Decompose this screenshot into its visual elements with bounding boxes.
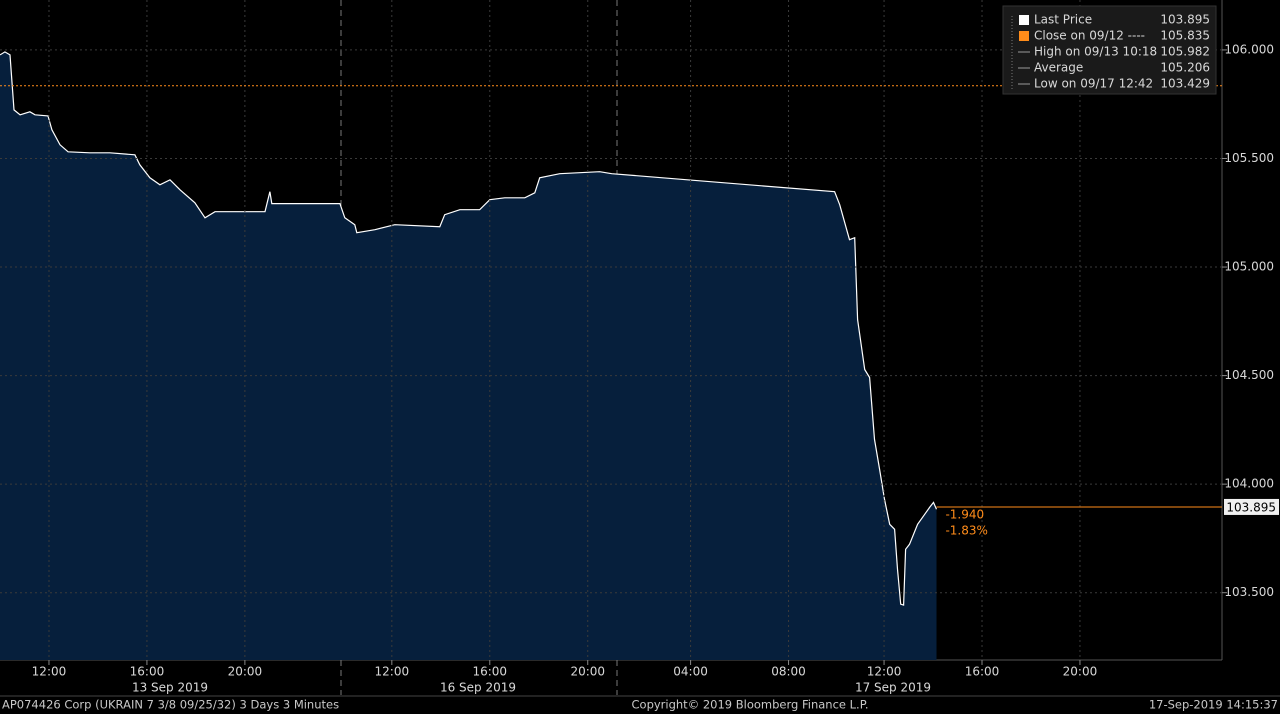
change-label: -1.940 (945, 507, 984, 521)
date-label: 16 Sep 2019 (440, 681, 516, 695)
legend-label: Close on 09/12 ---- (1034, 29, 1145, 43)
legend-value: 105.206 (1160, 61, 1210, 75)
x-tick-label: 12:00 (32, 665, 67, 679)
x-tick-label: 12:00 (375, 665, 410, 679)
legend-value: 103.429 (1160, 77, 1210, 91)
legend-label: High on 09/13 10:18 (1034, 45, 1157, 59)
y-tick-label: 104.000 (1224, 477, 1274, 491)
x-tick-label: 04:00 (673, 665, 708, 679)
last-price-label: 103.895 (1226, 500, 1276, 514)
x-tick-label: 20:00 (228, 665, 263, 679)
x-tick-label: 16:00 (130, 665, 165, 679)
legend-label: Average (1034, 61, 1083, 75)
x-tick-label: 20:00 (570, 665, 605, 679)
y-tick-label: 105.500 (1224, 151, 1274, 165)
change-pct-label: -1.83% (945, 523, 987, 537)
legend-value: 105.982 (1160, 45, 1210, 59)
x-tick-label: 16:00 (965, 665, 1000, 679)
legend-value: 105.835 (1160, 29, 1210, 43)
legend-label: Low on 09/17 12:42 (1034, 77, 1153, 91)
date-label: 13 Sep 2019 (132, 681, 208, 695)
x-tick-label: 16:00 (472, 665, 507, 679)
legend-swatch (1019, 31, 1029, 41)
x-tick-label: 08:00 (771, 665, 806, 679)
area (0, 51, 937, 660)
x-tick-label: 12:00 (867, 665, 902, 679)
legend-label: Last Price (1034, 13, 1092, 27)
y-tick-label: 105.000 (1224, 260, 1274, 274)
x-tick-label: 20:00 (1063, 665, 1098, 679)
footer-center: Copyright© 2019 Bloomberg Finance L.P. (632, 698, 869, 712)
date-label: 17 Sep 2019 (855, 681, 931, 695)
last-price-box (1224, 498, 1279, 515)
legend-box (1002, 5, 1217, 95)
y-tick-label: 106.000 (1224, 42, 1274, 56)
price-line (0, 51, 938, 606)
legend-value: 103.895 (1160, 13, 1210, 27)
footer-left: AP074426 Corp (UKRAIN 7 3/8 09/25/32) 3 … (2, 698, 339, 712)
y-tick-label: 103.500 (1224, 585, 1274, 599)
footer-right: 17-Sep-2019 14:15:37 (1149, 698, 1278, 712)
legend-swatch (1019, 15, 1029, 25)
y-tick-label: 104.500 (1224, 368, 1274, 382)
